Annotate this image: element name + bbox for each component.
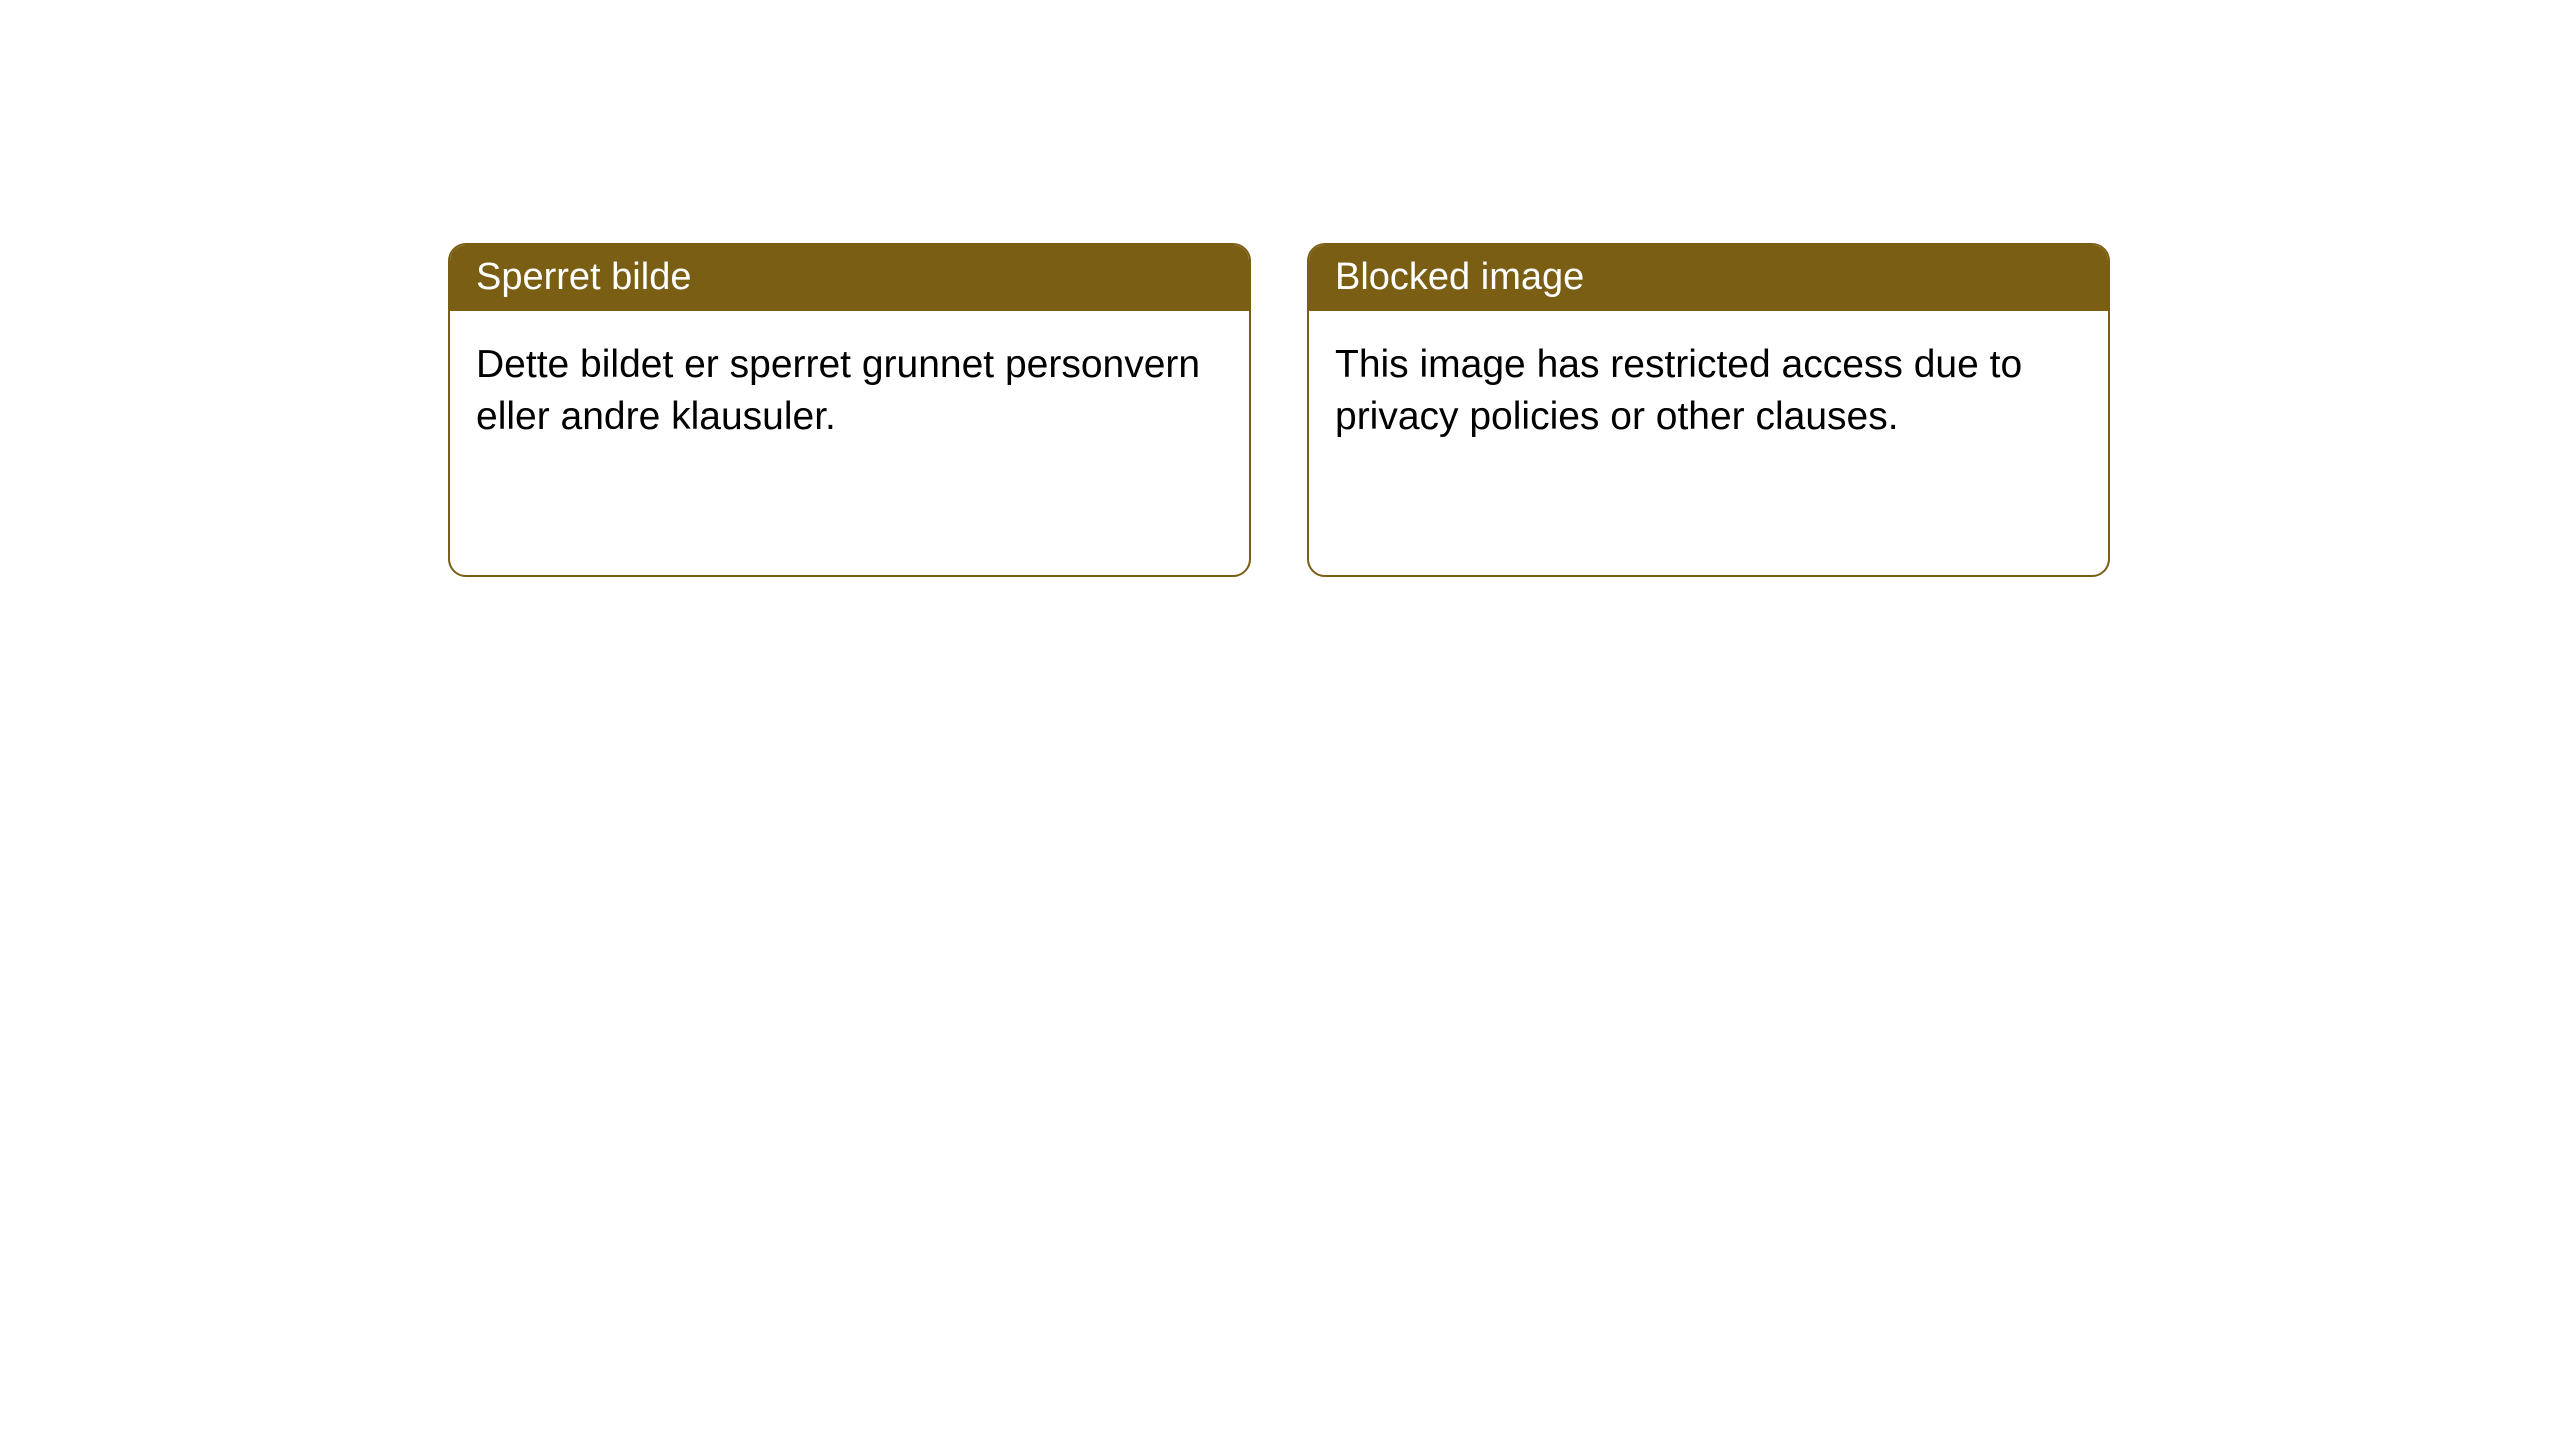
card-header: Sperret bilde bbox=[450, 245, 1249, 311]
blocked-image-card-no: Sperret bilde Dette bildet er sperret gr… bbox=[448, 243, 1251, 577]
card-body: Dette bildet er sperret grunnet personve… bbox=[450, 311, 1249, 472]
card-body: This image has restricted access due to … bbox=[1309, 311, 2108, 472]
card-header: Blocked image bbox=[1309, 245, 2108, 311]
blocked-image-card-en: Blocked image This image has restricted … bbox=[1307, 243, 2110, 577]
notice-container: Sperret bilde Dette bildet er sperret gr… bbox=[448, 243, 2110, 577]
